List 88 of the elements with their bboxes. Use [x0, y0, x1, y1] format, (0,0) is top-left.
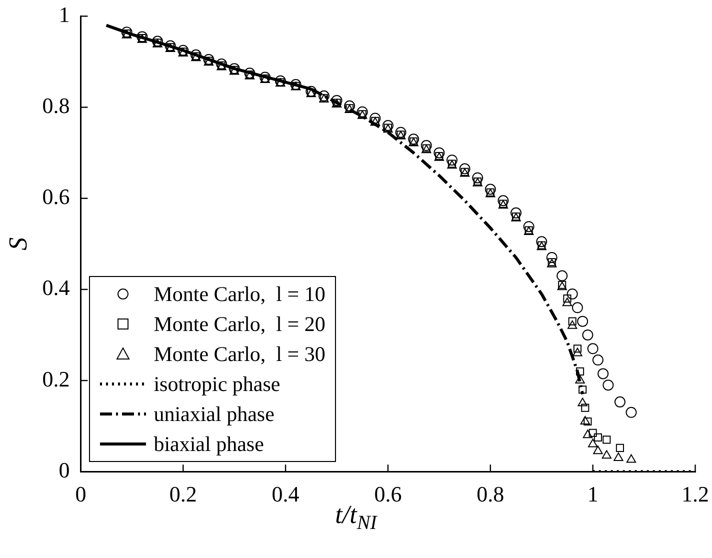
point	[510, 207, 522, 218]
point	[568, 317, 576, 326]
point	[602, 450, 612, 459]
point	[216, 58, 228, 70]
legend-label: biaxial phase	[154, 430, 264, 458]
point	[580, 416, 590, 425]
point	[602, 436, 611, 444]
point	[594, 433, 602, 442]
point	[562, 298, 572, 306]
point	[616, 444, 624, 452]
x-tick-label: 1	[587, 482, 598, 507]
y-tick-label: 0.6	[42, 184, 70, 210]
y-tick-label: 0	[58, 457, 70, 482]
point	[568, 320, 578, 329]
point	[318, 90, 330, 102]
point	[484, 184, 496, 195]
point	[592, 354, 604, 366]
point	[395, 126, 406, 138]
point	[472, 172, 484, 184]
point	[588, 428, 597, 437]
y-tick-label: 0.2	[42, 366, 70, 392]
point	[331, 94, 342, 106]
point	[584, 417, 592, 426]
point	[614, 396, 626, 408]
point	[578, 398, 588, 406]
point	[356, 106, 368, 118]
x-tick-label: 1.2	[682, 482, 709, 507]
point	[575, 375, 585, 384]
point	[626, 406, 637, 418]
legend-label: Monte Carlo, l = 10	[154, 280, 326, 308]
point	[178, 44, 189, 56]
point	[434, 147, 445, 158]
point	[614, 452, 624, 461]
point	[459, 163, 470, 174]
point	[382, 120, 394, 131]
point	[190, 49, 202, 60]
point	[566, 288, 578, 300]
x-tick-label: 0.6	[374, 482, 402, 507]
point	[260, 72, 271, 83]
point	[582, 430, 593, 438]
point	[572, 302, 583, 314]
point	[626, 454, 636, 463]
point	[576, 367, 584, 376]
point	[582, 329, 594, 340]
point	[546, 252, 558, 264]
point	[498, 195, 509, 206]
y-axis-title: S	[3, 237, 32, 250]
point	[420, 140, 432, 152]
point	[598, 368, 609, 380]
point	[306, 86, 317, 97]
legend-label: uniaxial phase	[154, 400, 274, 428]
x-tick-label: 0.2	[169, 482, 197, 507]
point	[446, 154, 458, 166]
point	[164, 40, 176, 52]
point	[121, 26, 132, 38]
point	[577, 316, 588, 327]
point	[344, 100, 356, 112]
legend-label: isotropic phase	[154, 370, 280, 398]
point	[536, 236, 548, 248]
x-tick-label: 0.8	[476, 482, 504, 507]
point	[578, 386, 587, 394]
y-tick-label: 1	[58, 2, 70, 27]
x-tick-label: 0	[75, 482, 86, 507]
point	[228, 63, 240, 74]
x-axis-title: t/t$_{NI}$	[335, 500, 377, 534]
point	[587, 343, 598, 354]
legend-label: Monte Carlo, l = 20	[154, 310, 326, 338]
point	[290, 79, 302, 90]
point	[370, 112, 381, 124]
point	[563, 294, 572, 303]
y-tick-label: 0.4	[42, 275, 70, 300]
point	[573, 344, 582, 353]
point	[136, 31, 148, 42]
point	[152, 36, 164, 47]
point	[274, 75, 286, 86]
point	[593, 446, 603, 454]
point	[588, 438, 598, 448]
point	[602, 380, 614, 391]
point	[244, 68, 256, 79]
x-tick-label: 0.4	[272, 482, 300, 507]
point	[408, 134, 420, 145]
y-tick-label: 0.8	[42, 93, 70, 118]
point	[581, 404, 590, 412]
point	[556, 270, 568, 282]
point	[203, 54, 214, 65]
point	[572, 348, 582, 356]
legend-label: Monte Carlo, l = 30	[154, 340, 326, 368]
point	[523, 221, 534, 232]
